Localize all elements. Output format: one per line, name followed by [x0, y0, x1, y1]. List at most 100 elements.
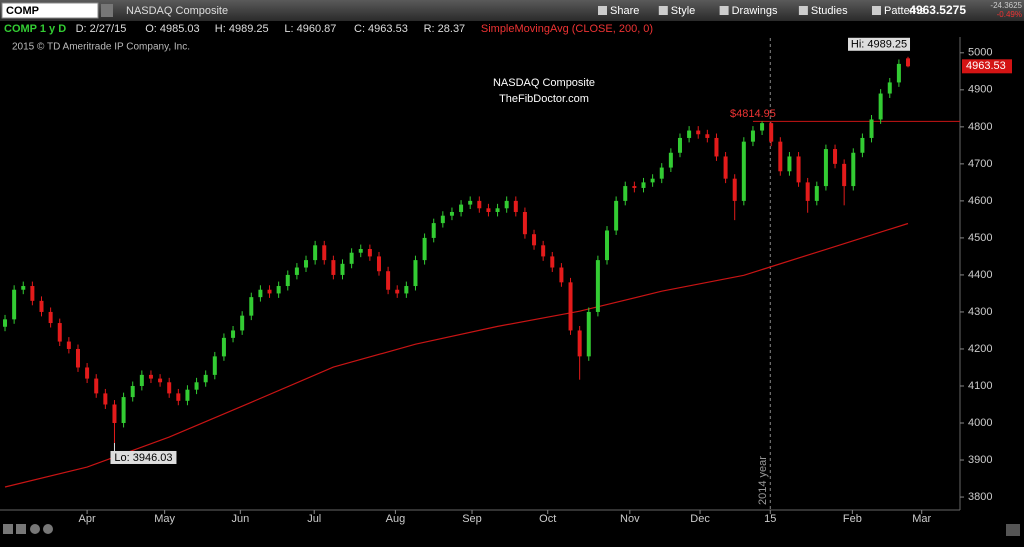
candle-body	[449, 211, 454, 216]
menu-item[interactable]: Style	[671, 5, 695, 17]
candle-body	[842, 163, 847, 187]
candle-body	[723, 156, 728, 179]
candle-body	[814, 186, 819, 201]
price-box	[962, 59, 1012, 74]
lo-label: Lo: 3946.03	[114, 452, 172, 464]
zoom-controls[interactable]	[3, 524, 53, 534]
x-tick-label: 15	[764, 513, 776, 525]
y-tick-label: 4400	[968, 269, 992, 281]
candle-body	[48, 311, 53, 324]
candle-body	[85, 367, 90, 379]
candle-body	[477, 200, 482, 209]
candle-body	[468, 200, 473, 205]
candle-body	[21, 286, 26, 290]
chart-subtitle: TheFibDoctor.com	[499, 93, 589, 105]
toolbar	[0, 0, 1024, 21]
symbol-input[interactable]	[1, 2, 99, 19]
menu-item[interactable]: Patterns	[884, 5, 925, 17]
candle-body	[495, 208, 500, 212]
candle-body	[833, 149, 838, 164]
y-tick-label: 4500	[968, 232, 992, 244]
candle-body	[787, 156, 792, 172]
candle-body	[185, 389, 190, 401]
candle-body	[896, 63, 901, 83]
candle-body	[550, 256, 555, 268]
candle-body	[677, 137, 682, 153]
price-box-label: 4963.53	[966, 60, 1006, 72]
candle-body	[39, 300, 44, 312]
settings-button[interactable]	[1006, 524, 1020, 536]
x-tick-label: Aug	[386, 513, 406, 525]
candle-body	[805, 182, 810, 201]
candle-body	[148, 374, 153, 379]
info-item: H: 4989.25	[215, 23, 269, 35]
candle-body	[860, 137, 865, 153]
candle-body	[650, 178, 655, 183]
change-pct: -0.49%	[997, 10, 1022, 19]
y-tick-label: 4700	[968, 158, 992, 170]
candle-body	[577, 330, 582, 357]
symbol: COMP	[6, 5, 39, 17]
candle-body	[696, 130, 701, 135]
menu-icon[interactable]	[798, 6, 808, 15]
candle-body	[94, 378, 99, 394]
candle-body	[796, 156, 801, 183]
candle-body	[687, 130, 692, 138]
y-tick-label: 4600	[968, 195, 992, 207]
candle-body	[367, 249, 372, 257]
menu-icon[interactable]	[658, 6, 668, 15]
candle-body	[486, 208, 491, 212]
hi-box	[848, 37, 911, 51]
candle-body	[769, 123, 774, 142]
x-tick-label: Mar	[912, 513, 931, 525]
symbol-menu[interactable]	[101, 4, 113, 17]
candle-body	[212, 356, 217, 375]
menu-item[interactable]: Drawings	[732, 5, 778, 17]
candle-body	[249, 297, 254, 316]
candle-body	[878, 93, 883, 120]
chart-title: NASDAQ Composite	[493, 77, 595, 89]
x-tick-label: Feb	[843, 513, 862, 525]
sma-line	[4, 222, 909, 488]
y-tick-label: 4800	[968, 121, 992, 133]
candle-body	[459, 204, 464, 212]
candle-body	[431, 223, 436, 238]
y-tick-label: 3900	[968, 454, 992, 466]
candle-body	[75, 348, 80, 368]
candle-body	[823, 149, 828, 187]
candle-body	[714, 137, 719, 157]
candle-body	[121, 397, 126, 424]
candle-body	[778, 141, 783, 172]
x-tick-label: Oct	[539, 513, 556, 525]
candle-body	[513, 200, 518, 212]
menu-icon[interactable]	[598, 6, 607, 15]
menu-item[interactable]: Studies	[811, 5, 848, 17]
menu-item[interactable]: Share	[610, 5, 639, 17]
candle-body	[668, 152, 673, 168]
menu-icon[interactable]	[719, 6, 729, 15]
candle-body	[258, 289, 263, 298]
x-tick-label: Nov	[620, 513, 640, 525]
candle-body	[203, 374, 208, 383]
y-tick-label: 4900	[968, 84, 992, 96]
candle-body	[221, 337, 226, 357]
candle-body	[440, 215, 445, 224]
candle-body	[732, 178, 737, 201]
candle-body	[139, 374, 144, 386]
candle-body	[404, 286, 409, 294]
candle-body	[568, 282, 573, 331]
symbol-name: NASDAQ Composite	[126, 5, 228, 17]
candle-body	[304, 260, 309, 268]
candle-body	[167, 382, 172, 394]
x-tick-label: Jun	[231, 513, 249, 525]
candle-body	[623, 186, 628, 201]
candle-body	[57, 323, 62, 342]
candle-body	[322, 245, 327, 261]
menu-icon[interactable]	[872, 6, 881, 15]
candle-body	[340, 263, 345, 275]
candle-body	[313, 245, 318, 261]
lo-box	[110, 450, 177, 464]
candle-body	[130, 385, 135, 398]
info-symbol: COMP 1 y D	[4, 23, 66, 35]
